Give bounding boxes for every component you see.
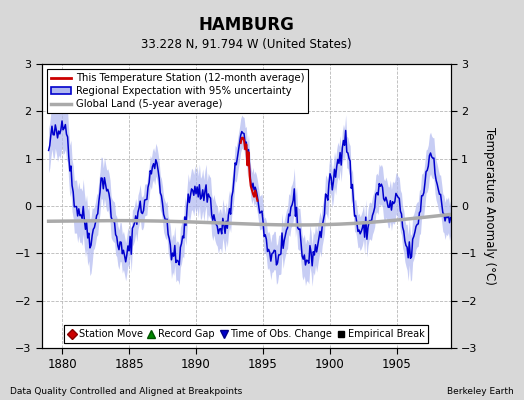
Text: Data Quality Controlled and Aligned at Breakpoints: Data Quality Controlled and Aligned at B… xyxy=(10,387,243,396)
Text: Berkeley Earth: Berkeley Earth xyxy=(447,387,514,396)
Legend: Station Move, Record Gap, Time of Obs. Change, Empirical Break: Station Move, Record Gap, Time of Obs. C… xyxy=(64,325,429,343)
Text: 33.228 N, 91.794 W (United States): 33.228 N, 91.794 W (United States) xyxy=(141,38,352,51)
Y-axis label: Temperature Anomaly (°C): Temperature Anomaly (°C) xyxy=(483,127,496,285)
Text: HAMBURG: HAMBURG xyxy=(199,16,294,34)
